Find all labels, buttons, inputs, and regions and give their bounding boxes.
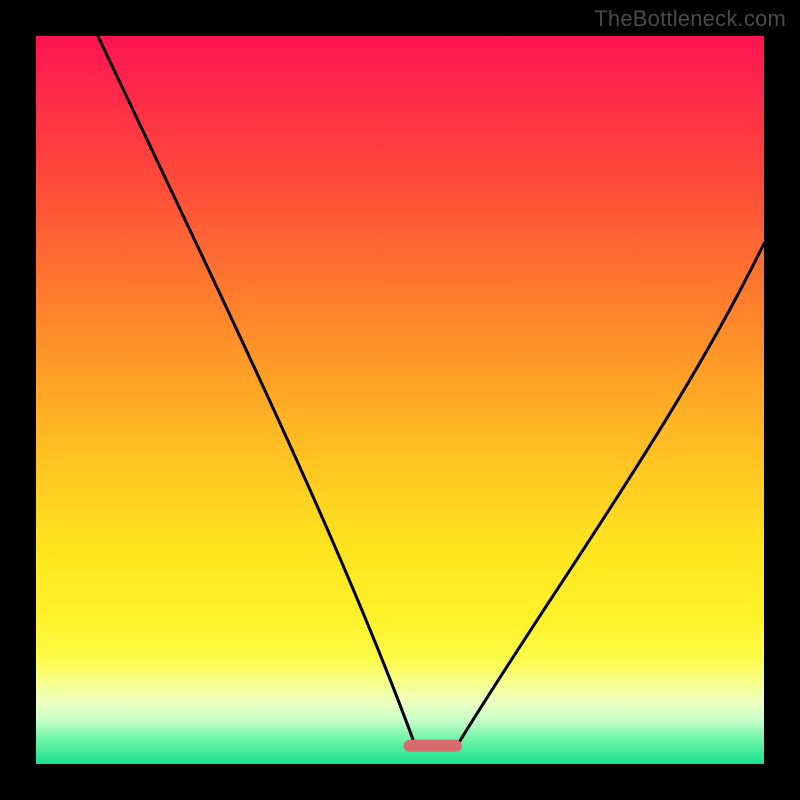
bottleneck-chart xyxy=(0,0,800,800)
bottom-range-marker xyxy=(404,740,462,752)
watermark-text: TheBottleneck.com xyxy=(594,6,786,32)
gradient-background xyxy=(36,36,764,764)
chart-container: TheBottleneck.com xyxy=(0,0,800,800)
